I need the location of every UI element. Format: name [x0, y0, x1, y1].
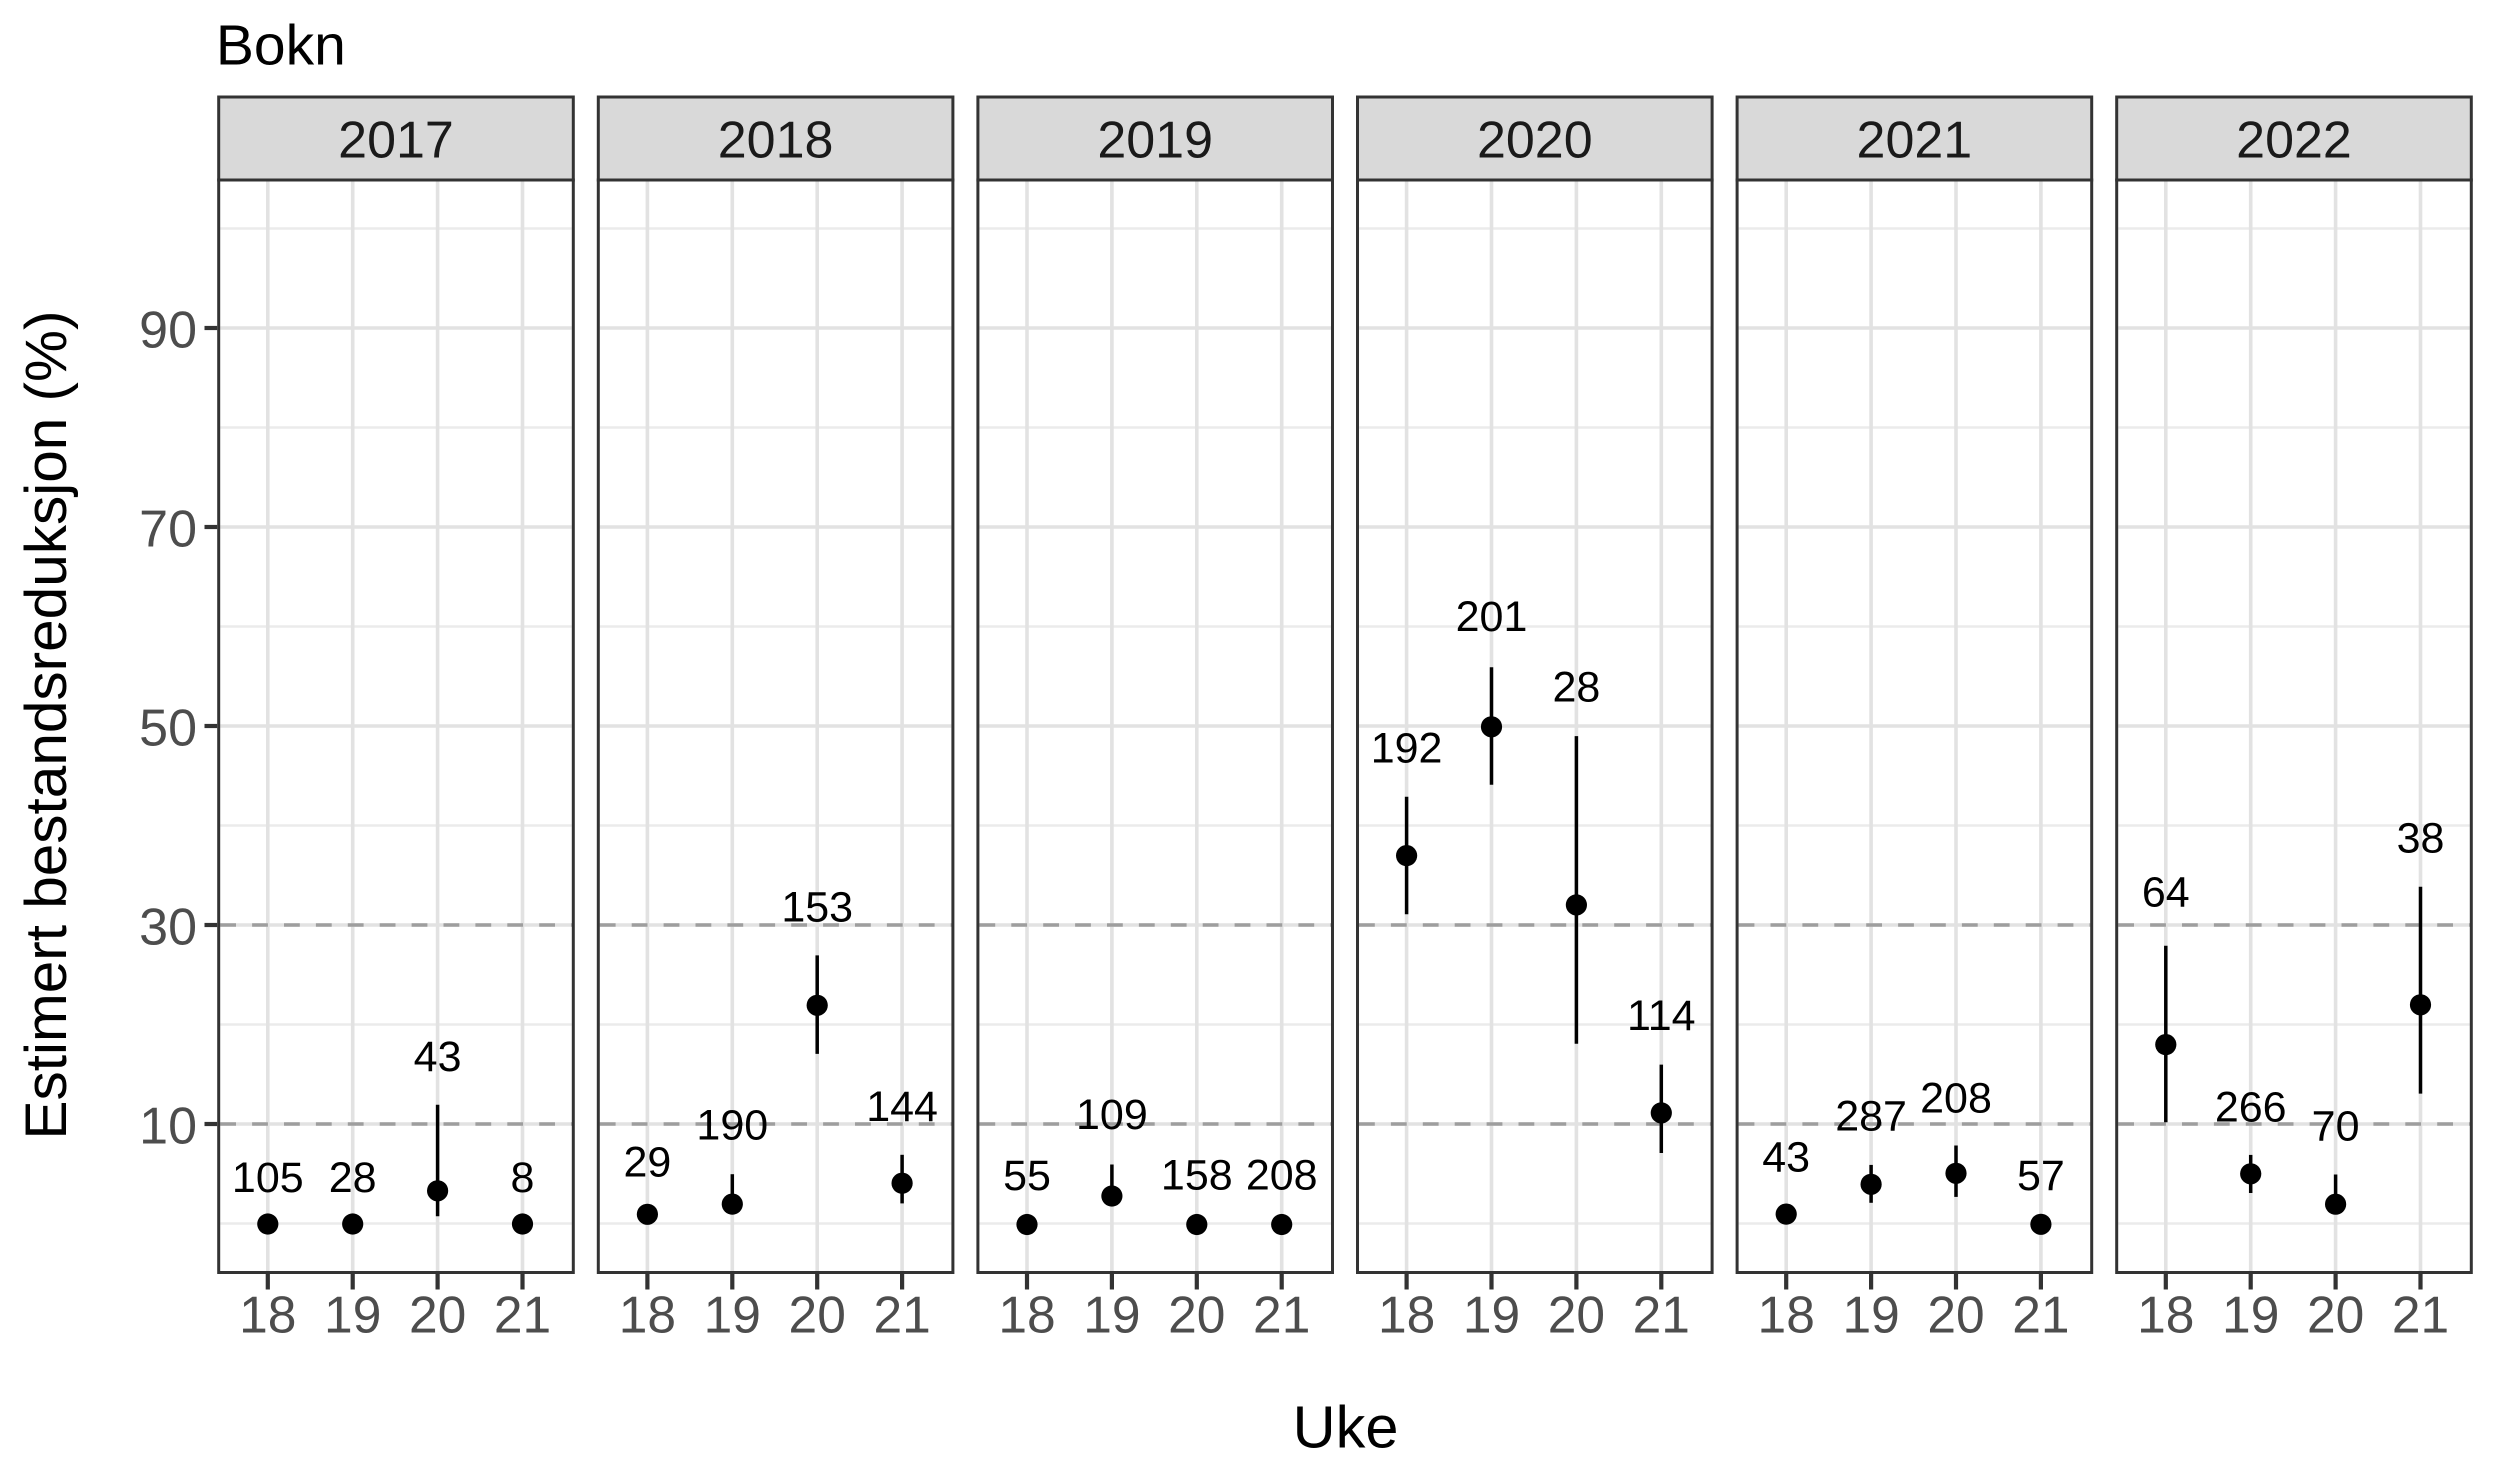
svg-text:8: 8 [511, 1154, 535, 1202]
svg-text:19: 19 [1463, 1286, 1520, 1344]
svg-text:20: 20 [1548, 1286, 1605, 1344]
svg-text:114: 114 [1627, 992, 1696, 1040]
svg-text:18: 18 [1378, 1286, 1435, 1344]
svg-text:19: 19 [704, 1286, 761, 1344]
svg-text:153: 153 [781, 884, 853, 932]
svg-text:43: 43 [1762, 1133, 1810, 1181]
svg-text:55: 55 [1003, 1152, 1051, 1200]
svg-text:21: 21 [2012, 1286, 2069, 1344]
svg-text:20: 20 [1168, 1286, 1225, 1344]
svg-text:158: 158 [1161, 1152, 1233, 1200]
svg-text:64: 64 [2142, 868, 2190, 916]
svg-text:208: 208 [1920, 1075, 1992, 1123]
svg-text:21: 21 [2392, 1286, 2449, 1344]
svg-text:192: 192 [1371, 724, 1443, 772]
svg-text:20: 20 [2307, 1286, 2364, 1344]
svg-text:19: 19 [1083, 1286, 1140, 1344]
svg-text:2019: 2019 [1097, 111, 1213, 169]
svg-text:18: 18 [998, 1286, 1055, 1344]
svg-text:2020: 2020 [1477, 111, 1593, 169]
svg-text:20: 20 [789, 1286, 846, 1344]
svg-text:57: 57 [2017, 1152, 2065, 1200]
svg-text:29: 29 [623, 1139, 671, 1187]
svg-text:18: 18 [619, 1286, 676, 1344]
svg-text:90: 90 [139, 302, 197, 360]
svg-text:Estimert bestandsreduksjon (%): Estimert bestandsreduksjon (%) [14, 310, 79, 1139]
svg-text:190: 190 [696, 1102, 768, 1150]
svg-text:105: 105 [232, 1154, 304, 1202]
svg-text:Bokn: Bokn [216, 14, 346, 78]
svg-text:18: 18 [2137, 1286, 2194, 1344]
svg-text:287: 287 [1835, 1092, 1907, 1140]
svg-text:50: 50 [139, 700, 197, 758]
svg-text:201: 201 [1456, 593, 1528, 641]
svg-text:2022: 2022 [2236, 111, 2352, 169]
svg-text:28: 28 [329, 1154, 377, 1202]
svg-text:18: 18 [239, 1286, 296, 1344]
svg-text:19: 19 [324, 1286, 381, 1344]
svg-text:18: 18 [1758, 1286, 1815, 1344]
svg-text:Uke: Uke [1293, 1394, 1399, 1461]
svg-text:43: 43 [414, 1033, 462, 1081]
svg-text:21: 21 [1253, 1286, 1310, 1344]
svg-text:21: 21 [494, 1286, 551, 1344]
svg-text:20: 20 [409, 1286, 466, 1344]
svg-text:70: 70 [139, 501, 197, 559]
svg-text:109: 109 [1076, 1091, 1148, 1139]
svg-text:266: 266 [2215, 1083, 2287, 1131]
svg-text:38: 38 [2397, 814, 2445, 862]
svg-text:19: 19 [2222, 1286, 2279, 1344]
svg-text:208: 208 [1246, 1152, 1318, 1200]
svg-text:2017: 2017 [338, 111, 454, 169]
svg-text:70: 70 [2312, 1102, 2360, 1150]
svg-text:30: 30 [139, 899, 197, 957]
svg-text:2021: 2021 [1857, 111, 1973, 169]
svg-text:21: 21 [1633, 1286, 1690, 1344]
svg-text:20: 20 [1927, 1286, 1984, 1344]
svg-text:28: 28 [1552, 664, 1600, 712]
svg-text:10: 10 [139, 1098, 197, 1156]
svg-text:21: 21 [873, 1286, 930, 1344]
svg-text:19: 19 [1842, 1286, 1899, 1344]
svg-text:144: 144 [866, 1083, 938, 1131]
svg-text:2018: 2018 [718, 111, 834, 169]
